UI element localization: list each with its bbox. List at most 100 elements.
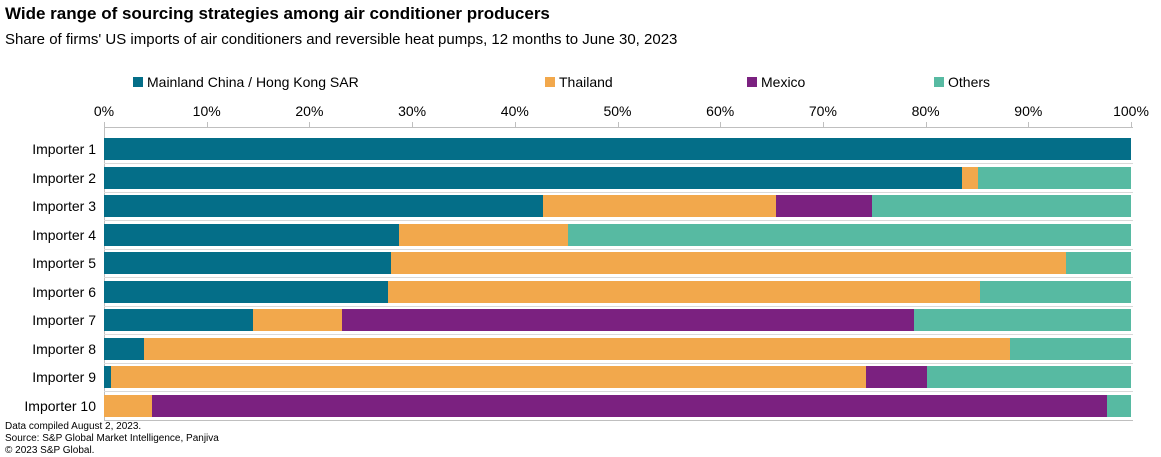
category-label: Importer 9 (32, 369, 96, 385)
x-axis-tick-label: 60% (706, 103, 735, 119)
category-label: Importer 3 (32, 198, 96, 214)
category-label: Importer 5 (32, 255, 96, 271)
x-axis-tick (309, 122, 311, 127)
x-axis-tick-label: 40% (500, 103, 529, 119)
bar-segment (1009, 337, 1131, 360)
x-axis-tick-label: 10% (192, 103, 221, 119)
bar-segment (398, 223, 569, 246)
bar-segment (104, 195, 543, 217)
bar-segment (977, 166, 1131, 189)
bar-row (104, 309, 1131, 331)
bar-segment (144, 337, 1010, 360)
row-separator (104, 220, 1133, 221)
x-axis-tick (617, 122, 619, 127)
legend-item-mexico: Mexico (747, 73, 805, 91)
legend-label: Thailand (559, 74, 613, 90)
bar-segment (388, 280, 981, 303)
legend-item-others: Others (934, 73, 990, 91)
bar-segment (1066, 252, 1131, 274)
bar-segment (390, 252, 1067, 274)
bar-segment (542, 195, 776, 217)
row-separator (104, 277, 1133, 278)
bar-segment (104, 280, 389, 303)
category-label: Importer 1 (32, 141, 96, 157)
legend-item-china: Mainland China / Hong Kong SAR (133, 73, 359, 91)
bar-segment (152, 394, 1108, 417)
bar-segment (252, 309, 343, 331)
category-label: Importer 7 (32, 312, 96, 328)
x-axis-tick (1131, 122, 1132, 127)
bar-segment (980, 280, 1131, 303)
x-axis-tick-label: 0% (93, 103, 115, 119)
x-axis-tick-label: 70% (808, 103, 837, 119)
bar-segment (111, 366, 867, 388)
category-label: Importer 10 (24, 397, 96, 414)
bar-segment (104, 223, 399, 246)
bar-row (104, 252, 1131, 274)
bar-row (104, 280, 1131, 303)
row-separator (104, 191, 1133, 193)
bar-segment (914, 309, 1131, 331)
bar-row (104, 337, 1131, 360)
bar-row (104, 166, 1131, 189)
category-label: Importer 4 (32, 226, 96, 243)
bar-row (104, 223, 1131, 246)
x-axis-tick-label: 100% (1113, 103, 1149, 119)
category-label: Importer 2 (32, 169, 96, 186)
legend-color-swatch-icon (934, 77, 944, 87)
x-axis-tick (412, 122, 414, 127)
bar-row (104, 394, 1131, 417)
legend-label: Mexico (761, 74, 806, 90)
bar-segment (961, 166, 978, 189)
bar-row (104, 195, 1131, 217)
row-separator (104, 334, 1133, 335)
footer-note: Data compiled August 2, 2023. (5, 421, 142, 432)
row-separator (104, 163, 1133, 164)
row-separator (104, 248, 1133, 250)
x-axis-tick (104, 122, 105, 127)
row-separator (104, 362, 1133, 364)
legend-label: Others (948, 74, 991, 90)
bar-segment (104, 337, 145, 360)
x-axis-tick-label: 50% (603, 103, 632, 119)
x-axis-tick-label: 20% (295, 103, 324, 119)
legend-color-swatch-icon (747, 77, 757, 87)
row-separator (104, 391, 1133, 392)
bar-segment (872, 195, 1131, 217)
category-label: Importer 6 (32, 283, 96, 300)
bar-segment (104, 309, 253, 331)
x-axis-tick (925, 122, 927, 127)
bar-segment (568, 223, 1131, 246)
legend-color-swatch-icon (133, 77, 143, 87)
bar-segment (104, 366, 112, 388)
x-axis-tick-label: 30% (398, 103, 427, 119)
x-axis-tick (1028, 122, 1030, 127)
legend-color-swatch-icon (545, 77, 555, 87)
footer-note: Source: S&P Global Market Intelligence, … (5, 433, 219, 444)
row-separator (104, 305, 1133, 307)
page-title: Wide range of sourcing strategies among … (5, 4, 550, 23)
bar-segment (104, 252, 391, 274)
x-axis-tick-label: 90% (1014, 103, 1043, 119)
x-axis-tick (720, 122, 722, 127)
category-label: Importer 8 (32, 340, 96, 357)
page-subtitle: Share of firms' US imports of air condit… (5, 31, 678, 48)
x-axis-tick (206, 122, 208, 127)
bar-segment (926, 366, 1131, 388)
x-axis-tick (822, 122, 824, 127)
bar-row (104, 366, 1131, 388)
bar-segment (866, 366, 927, 388)
x-axis-tick (514, 122, 516, 127)
bar-segment (104, 138, 1131, 160)
bar-segment (1107, 394, 1131, 417)
bar-segment (104, 166, 962, 189)
footer-note: © 2023 S&P Global. (5, 445, 95, 456)
bar-segment (342, 309, 915, 331)
bar-segment (775, 195, 873, 217)
x-axis-line (104, 127, 1133, 128)
legend-item-thailand: Thailand (545, 73, 613, 91)
bar-segment (104, 394, 153, 417)
x-axis-tick-label: 80% (911, 103, 940, 119)
plot-bottom-line (104, 420, 1133, 421)
